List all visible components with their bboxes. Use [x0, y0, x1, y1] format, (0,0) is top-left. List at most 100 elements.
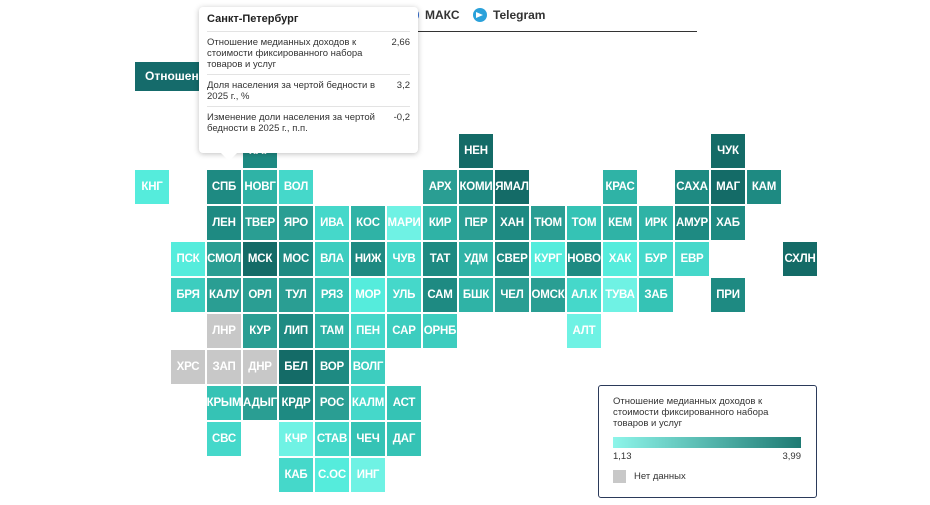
region-cell[interactable]: САМ	[423, 278, 457, 312]
region-cell[interactable]: СМОЛ	[207, 242, 241, 276]
max-label: МАКС	[425, 8, 460, 22]
region-cell[interactable]: КНГ	[135, 170, 169, 204]
region-cell[interactable]: КЧР	[279, 422, 313, 456]
region-cell[interactable]: ВЛА	[315, 242, 349, 276]
region-cell[interactable]: ПРИ	[711, 278, 745, 312]
map-legend: Отношение медианных доходов к стоимости …	[598, 385, 817, 498]
region-cell[interactable]: ТУЛ	[279, 278, 313, 312]
region-cell[interactable]: ХРС	[171, 350, 205, 384]
region-cell[interactable]: СТАВ	[315, 422, 349, 456]
region-cell[interactable]: НЕН	[459, 134, 493, 168]
region-cell[interactable]: УДМ	[459, 242, 493, 276]
region-cell[interactable]: НИЖ	[351, 242, 385, 276]
region-cell[interactable]: ЯРО	[279, 206, 313, 240]
region-tooltip: Санкт-Петербург Отношение медианных дохо…	[199, 7, 418, 161]
region-cell[interactable]: БШК	[459, 278, 493, 312]
region-cell[interactable]: АДЫГ	[243, 386, 277, 420]
region-cell[interactable]: БЕЛ	[279, 350, 313, 384]
region-cell[interactable]: РЯЗ	[315, 278, 349, 312]
region-cell[interactable]: ЕВР	[675, 242, 709, 276]
region-cell[interactable]: ЧЕЧ	[351, 422, 385, 456]
region-cell[interactable]: БРЯ	[171, 278, 205, 312]
region-cell[interactable]: МОР	[351, 278, 385, 312]
region-cell[interactable]: ЧЕЛ	[495, 278, 529, 312]
region-cell[interactable]: ТОМ	[567, 206, 601, 240]
region-cell[interactable]: РОС	[315, 386, 349, 420]
region-cell[interactable]: КУР	[243, 314, 277, 348]
region-cell[interactable]: МАГ	[711, 170, 745, 204]
region-cell[interactable]: САР	[387, 314, 421, 348]
region-cell[interactable]: КАЛМ	[351, 386, 385, 420]
telegram-share[interactable]: Telegram	[473, 8, 545, 22]
tooltip-row-label: Отношение медианных доходов к стоимости …	[207, 37, 363, 70]
telegram-icon	[473, 8, 487, 22]
region-cell[interactable]: КРДР	[279, 386, 313, 420]
region-cell[interactable]: ТАМ	[315, 314, 349, 348]
region-cell[interactable]: ВОЛ	[279, 170, 313, 204]
region-cell[interactable]: ДАГ	[387, 422, 421, 456]
legend-max: 3,99	[782, 451, 802, 462]
region-cell[interactable]: ЛНР	[207, 314, 241, 348]
region-cell[interactable]: ЯМАЛ	[495, 170, 529, 204]
region-cell[interactable]: АСТ	[387, 386, 421, 420]
metric-tab[interactable]: Отношение	[135, 62, 225, 91]
region-cell[interactable]: АМУР	[675, 206, 709, 240]
region-cell[interactable]: АЛ.К	[567, 278, 601, 312]
region-cell[interactable]: УЛЬ	[387, 278, 421, 312]
region-cell[interactable]: ОРНБ	[423, 314, 457, 348]
region-cell[interactable]: ЗАБ	[639, 278, 673, 312]
region-cell[interactable]: ИРК	[639, 206, 673, 240]
legend-no-data: Нет данных	[613, 470, 802, 483]
region-cell[interactable]: КОС	[351, 206, 385, 240]
region-cell[interactable]: КИР	[423, 206, 457, 240]
region-cell[interactable]: ХАН	[495, 206, 529, 240]
region-cell[interactable]: КАЛУ	[207, 278, 241, 312]
telegram-label: Telegram	[493, 8, 546, 22]
region-cell[interactable]: ВОР	[315, 350, 349, 384]
region-cell[interactable]: МСК	[243, 242, 277, 276]
region-cell[interactable]: ЧУК	[711, 134, 745, 168]
region-cell[interactable]: ХАБ	[711, 206, 745, 240]
region-cell[interactable]: ЛЕН	[207, 206, 241, 240]
region-cell[interactable]: ДНР	[243, 350, 277, 384]
region-cell[interactable]: ПЕН	[351, 314, 385, 348]
region-cell[interactable]: КУРГ	[531, 242, 565, 276]
region-cell[interactable]: ЛИП	[279, 314, 313, 348]
region-cell[interactable]: НОВО	[567, 242, 601, 276]
region-cell[interactable]: КАБ	[279, 458, 313, 492]
region-cell[interactable]: ТУВА	[603, 278, 637, 312]
region-cell[interactable]: СВС	[207, 422, 241, 456]
region-cell[interactable]: САХА	[675, 170, 709, 204]
share-bar: МАКС Telegram	[395, 0, 697, 32]
legend-min: 1,13	[613, 451, 632, 462]
region-cell[interactable]: ХАК	[603, 242, 637, 276]
region-cell[interactable]: ЗАП	[207, 350, 241, 384]
region-cell[interactable]: СВЕР	[495, 242, 529, 276]
region-cell[interactable]: ПЕР	[459, 206, 493, 240]
region-cell[interactable]: ВОЛГ	[351, 350, 385, 384]
region-cell[interactable]: ТАТ	[423, 242, 457, 276]
region-cell[interactable]: СХЛН	[783, 242, 817, 276]
region-cell[interactable]: СПБ	[207, 170, 241, 204]
region-cell[interactable]: АРХ	[423, 170, 457, 204]
region-cell[interactable]: ОМСК	[531, 278, 565, 312]
region-cell[interactable]: ИВА	[315, 206, 349, 240]
region-cell[interactable]: ТВЕР	[243, 206, 277, 240]
region-cell[interactable]: КАМ	[747, 170, 781, 204]
region-cell[interactable]: КРЫМ	[207, 386, 242, 420]
region-cell[interactable]: БУР	[639, 242, 673, 276]
region-cell[interactable]: МОС	[279, 242, 313, 276]
region-cell[interactable]: МАРИ	[387, 206, 421, 240]
region-cell[interactable]: ИНГ	[351, 458, 385, 492]
legend-title: Отношение медианных доходов к стоимости …	[613, 396, 769, 429]
region-cell[interactable]: ТЮМ	[531, 206, 565, 240]
region-cell[interactable]: С.ОС	[315, 458, 349, 492]
region-cell[interactable]: ОРЛ	[243, 278, 277, 312]
region-cell[interactable]: ЧУВ	[387, 242, 421, 276]
region-cell[interactable]: КЕМ	[603, 206, 637, 240]
region-cell[interactable]: АЛТ	[567, 314, 601, 348]
region-cell[interactable]: КРАС	[603, 170, 637, 204]
region-cell[interactable]: КОМИ	[459, 170, 493, 204]
region-cell[interactable]: ПСК	[171, 242, 205, 276]
region-cell[interactable]: НОВГ	[243, 170, 277, 204]
